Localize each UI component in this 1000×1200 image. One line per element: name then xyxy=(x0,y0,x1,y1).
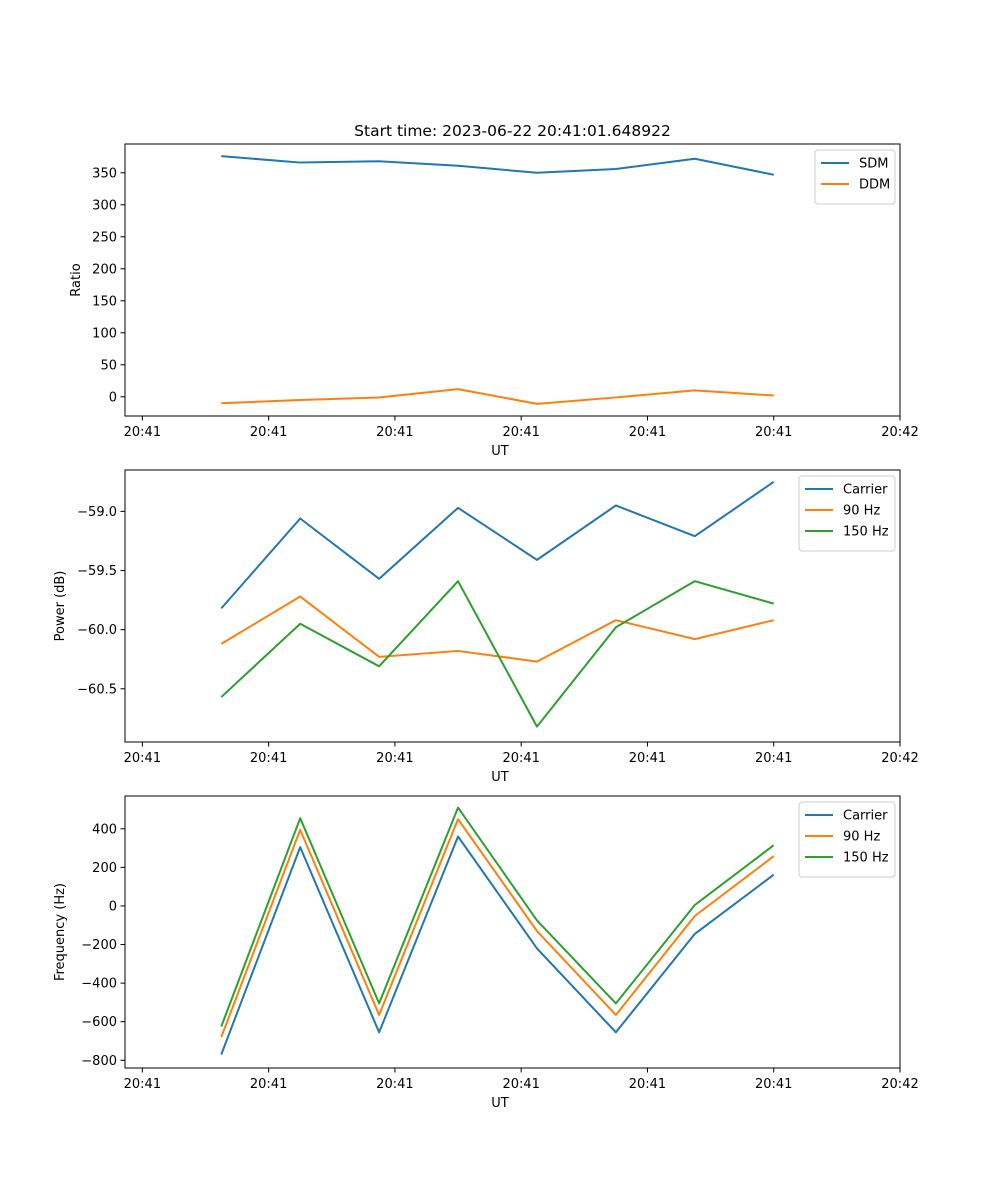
series-line-150-hz xyxy=(220,806,775,1027)
legend-box xyxy=(798,475,896,552)
x-tick-label: 20:42 xyxy=(881,1077,918,1092)
x-tick-label: 20:41 xyxy=(755,1077,792,1092)
y-tick-label: 200 xyxy=(92,861,117,876)
y-tick-label: −800 xyxy=(81,1054,117,1069)
x-tick-label: 20:41 xyxy=(502,1077,539,1092)
x-tick-label: 20:41 xyxy=(376,1077,413,1092)
y-tick-label: 50 xyxy=(100,358,117,373)
y-tick-label: −60.5 xyxy=(77,682,117,697)
y-tick-label: −59.0 xyxy=(77,505,117,520)
x-tick-label: 20:41 xyxy=(376,425,413,440)
chart-panel-1: 20:41 20:41 20:41 20:41 20:41 20:41 20:42 0 50 10… xyxy=(69,143,919,459)
y-tick-label: −600 xyxy=(81,1015,117,1030)
x-tick-label: 20:41 xyxy=(629,425,666,440)
y-tick-label: 0 xyxy=(109,390,117,405)
x-axis-label: UT xyxy=(491,444,509,459)
y-tick-label: 0 xyxy=(109,899,117,914)
y-tick-label: 350 xyxy=(92,166,117,181)
legend-label: 90 Hz xyxy=(843,504,880,519)
y-axis-label: Ratio xyxy=(69,263,84,296)
legend-label: 90 Hz xyxy=(843,830,880,845)
x-tick-label: 20:42 xyxy=(881,425,918,440)
x-tick-label: 20:41 xyxy=(376,751,413,766)
x-tick-label: 20:41 xyxy=(629,751,666,766)
x-tick-label: 20:41 xyxy=(755,751,792,766)
series-line-90-hz xyxy=(220,818,775,1038)
panels: 20:41 20:41 20:41 20:41 20:41 20:41 20:42 0 50 10… xyxy=(53,143,919,1111)
y-tick-label: −200 xyxy=(81,938,117,953)
axes-frame xyxy=(124,469,901,743)
y-axis-label: Power (dB) xyxy=(53,571,68,642)
legend-label: 150 Hz xyxy=(843,851,889,866)
y-tick-label: 200 xyxy=(92,262,117,277)
y-tick-label: 400 xyxy=(92,822,117,837)
series-line-sdm xyxy=(221,155,774,176)
x-tick-label: 20:41 xyxy=(502,751,539,766)
series-line-carrier xyxy=(220,481,775,610)
legend-label: SDM xyxy=(859,157,888,172)
axes-frame xyxy=(124,143,901,417)
legend-box xyxy=(798,801,896,878)
x-tick-label: 20:41 xyxy=(250,751,287,766)
series-line-150-hz xyxy=(220,580,775,728)
x-tick-label: 20:41 xyxy=(629,1077,666,1092)
series-line-ddm xyxy=(221,388,774,405)
x-tick-label: 20:41 xyxy=(250,425,287,440)
figure-title: Start time: 2023-06-22 20:41:01.648922 xyxy=(354,122,671,140)
legend: Carrier 90 Hz 150 Hz xyxy=(798,801,896,878)
legend: Carrier 90 Hz 150 Hz xyxy=(798,475,896,552)
x-tick-label: 20:41 xyxy=(755,425,792,440)
y-tick-label: −400 xyxy=(81,977,117,992)
y-tick-label: −60.0 xyxy=(77,623,117,638)
legend-label: Carrier xyxy=(843,483,888,498)
legend-label: Carrier xyxy=(843,809,888,824)
legend: SDM DDM xyxy=(814,149,896,205)
legend-label: 150 Hz xyxy=(843,525,889,540)
chart-panel-3: 20:41 20:41 20:41 20:41 20:41 20:41 20:42 −800 −… xyxy=(53,795,919,1111)
x-tick-label: 20:41 xyxy=(124,751,161,766)
chart-panel-2: 20:41 20:41 20:41 20:41 20:41 20:41 20:42 −60.5… xyxy=(53,469,919,785)
x-tick-label: 20:41 xyxy=(124,1077,161,1092)
x-axis-label: UT xyxy=(491,770,509,785)
legend-label: DDM xyxy=(859,178,890,193)
axes-frame xyxy=(124,795,901,1069)
x-axis-label: UT xyxy=(491,1096,509,1111)
y-tick-label: 300 xyxy=(92,198,117,213)
x-tick-label: 20:41 xyxy=(124,425,161,440)
series-line-90-hz xyxy=(220,595,774,663)
x-tick-label: 20:41 xyxy=(250,1077,287,1092)
y-tick-label: 150 xyxy=(92,294,117,309)
y-tick-label: 100 xyxy=(92,326,117,341)
y-tick-label: −59.5 xyxy=(77,564,117,579)
series-line-carrier xyxy=(220,835,775,1055)
x-tick-label: 20:42 xyxy=(881,751,918,766)
y-tick-label: 250 xyxy=(92,230,117,245)
y-axis-label: Frequency (Hz) xyxy=(53,883,68,981)
x-tick-label: 20:41 xyxy=(502,425,539,440)
